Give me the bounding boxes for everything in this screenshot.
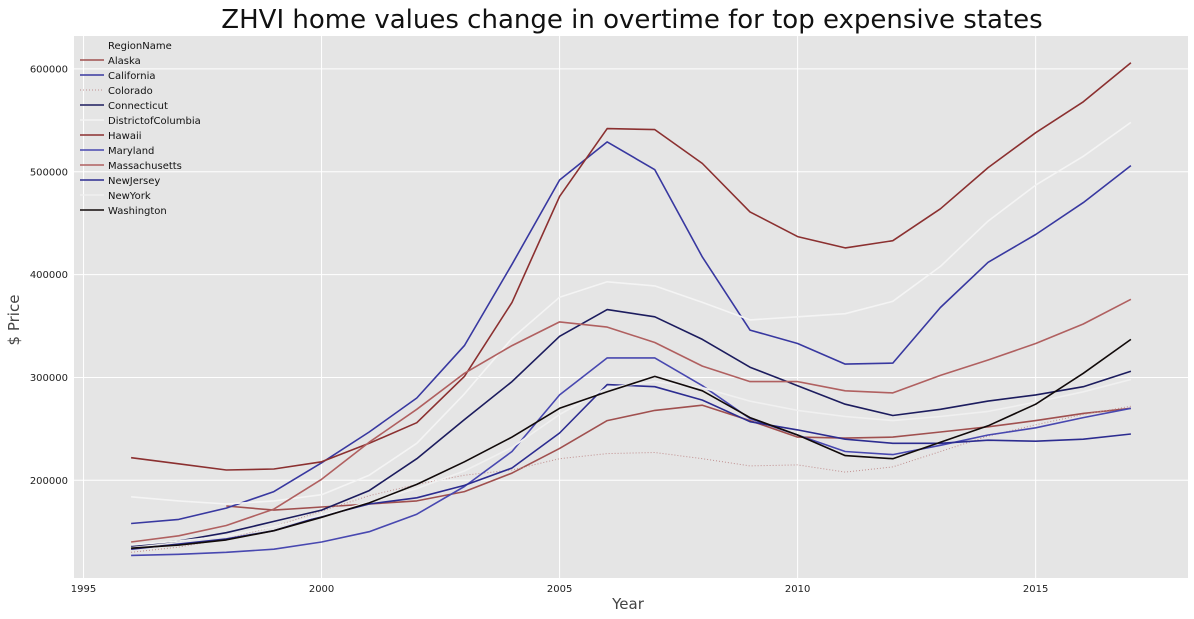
x-axis-label: Year bbox=[611, 595, 645, 613]
legend-label-connecticut: Connecticut bbox=[108, 101, 168, 112]
legend-title: RegionName bbox=[108, 41, 172, 52]
legend-label-washington: Washington bbox=[108, 206, 167, 217]
chart-title: ZHVI home values change in overtime for … bbox=[221, 5, 1042, 35]
x-axis-ticks: 1995 2000 2005 2010 2015 bbox=[71, 584, 1049, 595]
x-tick-label: 2000 bbox=[309, 584, 334, 595]
y-tick-label: 400000 bbox=[30, 270, 68, 281]
y-tick-label: 600000 bbox=[30, 64, 68, 75]
y-axis-ticks: 200000 300000 400000 500000 600000 bbox=[30, 64, 68, 486]
x-tick-label: 2015 bbox=[1023, 584, 1048, 595]
y-axis-label: $ Price bbox=[5, 295, 23, 346]
legend-label-alaska: Alaska bbox=[108, 56, 141, 67]
legend-label-districtofcolumbia: DistrictofColumbia bbox=[108, 116, 201, 127]
plot-area bbox=[74, 36, 1188, 578]
legend-label-california: California bbox=[108, 71, 156, 82]
x-tick-label: 2005 bbox=[547, 584, 572, 595]
legend-label-newjersey: NewJersey bbox=[108, 176, 160, 187]
legend-label-massachusetts: Massachusetts bbox=[108, 161, 182, 172]
legend-label-colorado: Colorado bbox=[108, 86, 153, 97]
legend-label-newyork: NewYork bbox=[108, 191, 151, 202]
legend-label-maryland: Maryland bbox=[108, 146, 154, 157]
y-tick-label: 200000 bbox=[30, 476, 68, 487]
legend-label-hawaii: Hawaii bbox=[108, 131, 142, 142]
x-tick-label: 1995 bbox=[71, 584, 96, 595]
y-tick-label: 300000 bbox=[30, 373, 68, 384]
y-tick-label: 500000 bbox=[30, 167, 68, 178]
x-tick-label: 2010 bbox=[785, 584, 810, 595]
